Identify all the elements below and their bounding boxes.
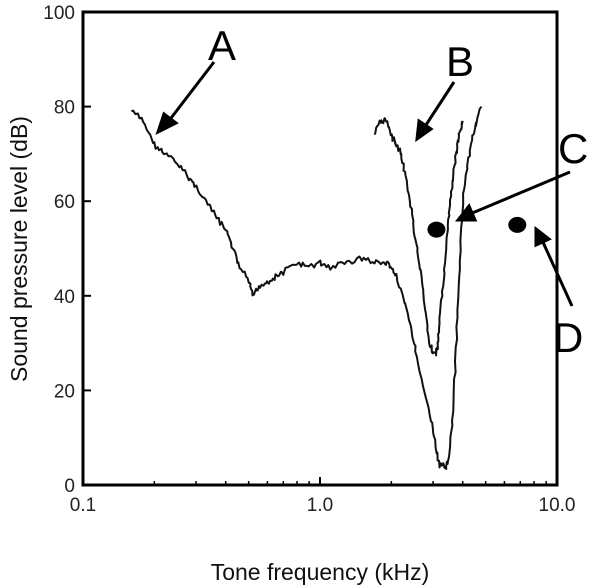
arrow-d-head (534, 225, 552, 248)
arrow-c-shaft (469, 170, 571, 216)
annotation-b: B (446, 38, 474, 85)
y-tick-label: 100 (43, 3, 75, 24)
y-tick-label: 0 (64, 476, 75, 497)
x-tick-label: 1.0 (307, 495, 333, 516)
annotation-d: D (553, 314, 583, 361)
arrow-a-shaft (166, 61, 216, 123)
y-tick-label: 40 (54, 287, 75, 308)
axis-ticks: 0.1 1.0 10.0 0 20 40 60 80 100 (43, 3, 575, 516)
arrow-c-head (454, 203, 478, 222)
x-tick-label: 0.1 (70, 495, 96, 516)
annotation-a: A (208, 22, 236, 69)
annotation-arrows (155, 61, 574, 307)
y-tick-label: 80 (54, 98, 75, 119)
arrow-b-shaft (422, 81, 456, 129)
points-layer (427, 216, 527, 238)
x-axis-title: Tone frequency (kHz) (211, 559, 430, 585)
y-tick-label: 60 (54, 192, 75, 213)
series-layer (131, 105, 483, 470)
y-tick-label: 20 (54, 381, 75, 402)
annotation-c: C (558, 125, 588, 172)
y-axis-title: Sound pressure level (dB) (6, 116, 32, 382)
plot-frame (81, 10, 559, 487)
arrow-a-head (155, 111, 179, 135)
series-line-a (131, 105, 483, 470)
point-c (427, 221, 446, 238)
series-line-b (373, 117, 464, 357)
point-d (508, 216, 527, 233)
arrow-b-head (415, 118, 434, 143)
x-tick-label: 10.0 (539, 495, 576, 516)
arrow-d-shaft (540, 239, 574, 307)
